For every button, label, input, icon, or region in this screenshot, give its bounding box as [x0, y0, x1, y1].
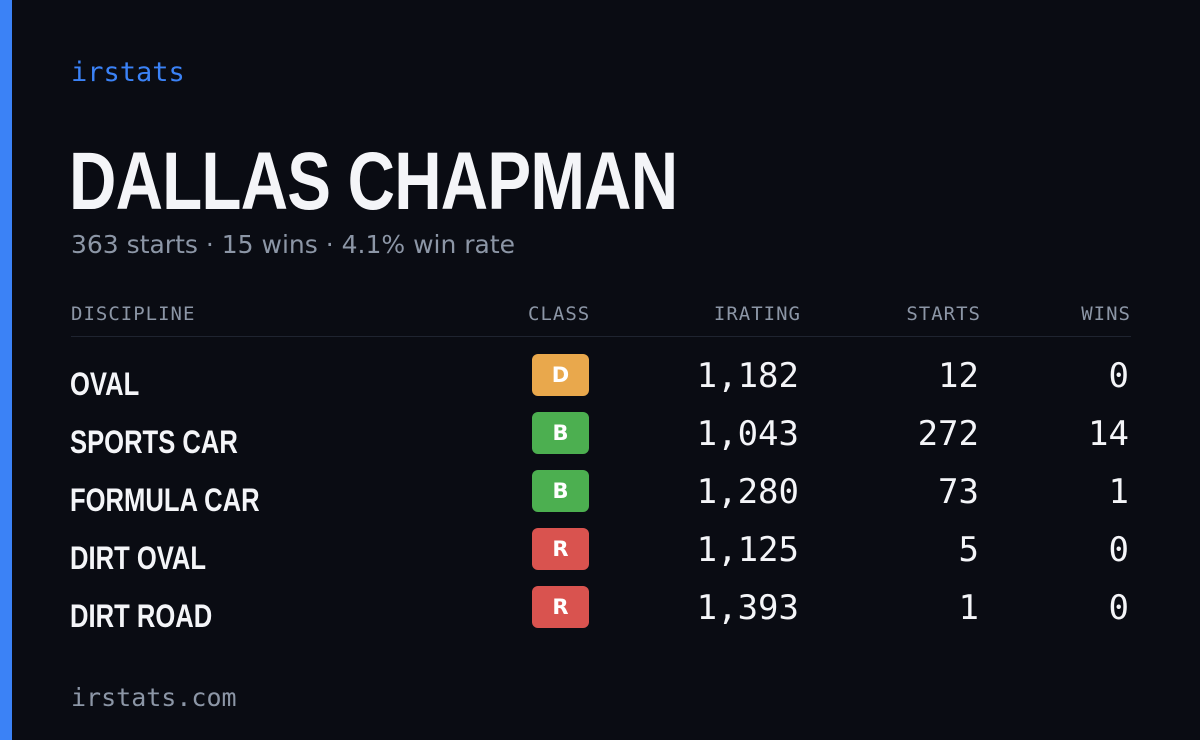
irating-value: 1,125: [696, 530, 799, 570]
wins-value: 0: [1108, 588, 1129, 628]
header-divider: [71, 336, 1131, 337]
starts-value: 5: [958, 530, 979, 570]
table-row: FORMULA CAR B 1,280 73 1: [0, 470, 1200, 528]
wins-value: 0: [1108, 356, 1129, 396]
discipline-label: DIRT ROAD: [70, 598, 213, 634]
irating-value: 1,043: [696, 414, 799, 454]
driver-summary: 363 starts · 15 wins · 4.1% win rate: [71, 230, 516, 259]
wins-value: 0: [1108, 530, 1129, 570]
irating-value: 1,182: [696, 356, 799, 396]
discipline-label: FORMULA CAR: [70, 482, 260, 518]
discipline-label: OVAL: [70, 366, 140, 402]
accent-bar: [0, 0, 12, 740]
class-badge: D: [532, 354, 589, 396]
driver-name: DALLAS CHAPMAN: [69, 136, 678, 227]
class-badge: R: [532, 586, 589, 628]
header-irating: IRATING: [713, 303, 801, 325]
starts-value: 73: [938, 472, 979, 512]
class-badge: B: [532, 470, 589, 512]
header-wins: WINS: [1081, 303, 1131, 325]
discipline-label: SPORTS CAR: [70, 424, 238, 460]
table-row: DIRT OVAL R 1,125 5 0: [0, 528, 1200, 586]
table-row: OVAL D 1,182 12 0: [0, 354, 1200, 412]
wins-value: 1: [1108, 472, 1129, 512]
footer-url[interactable]: irstats.com: [71, 683, 237, 712]
class-badge: R: [532, 528, 589, 570]
discipline-label: DIRT OVAL: [70, 540, 207, 576]
starts-value: 272: [917, 414, 979, 454]
header-starts: STARTS: [906, 303, 981, 325]
table-row: SPORTS CAR B 1,043 272 14: [0, 412, 1200, 470]
starts-value: 12: [938, 356, 979, 396]
wins-value: 14: [1088, 414, 1129, 454]
brand-logo: irstats: [71, 57, 185, 88]
class-badge: B: [532, 412, 589, 454]
starts-value: 1: [958, 588, 979, 628]
table-row: DIRT ROAD R 1,393 1 0: [0, 586, 1200, 644]
irating-value: 1,280: [696, 472, 799, 512]
header-class: CLASS: [528, 303, 591, 325]
header-discipline: DISCIPLINE: [71, 303, 196, 325]
irating-value: 1,393: [696, 588, 799, 628]
